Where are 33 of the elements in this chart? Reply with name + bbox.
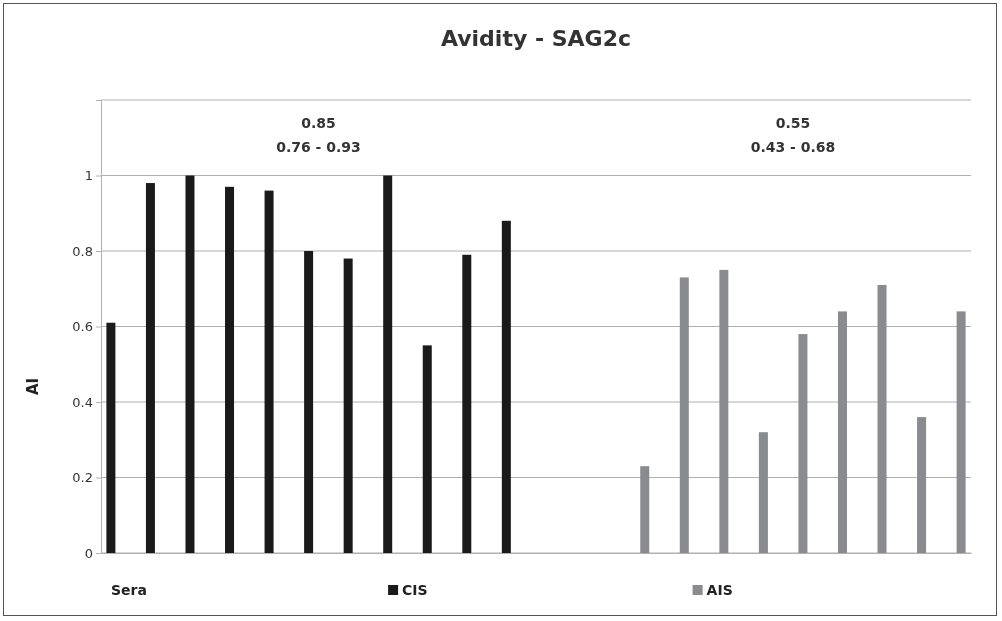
bar <box>798 334 808 553</box>
bar <box>422 345 432 553</box>
legend-label: AIS <box>706 582 733 598</box>
bar <box>877 284 887 553</box>
bar <box>837 311 847 553</box>
bar <box>185 175 195 553</box>
y-tick-label: 0.6 <box>72 319 93 335</box>
legend-label: CIS <box>402 582 428 598</box>
bar <box>106 322 116 553</box>
bar <box>264 190 274 553</box>
bar <box>719 269 729 553</box>
y-tick-label: 1 <box>84 168 93 184</box>
bar <box>383 175 393 553</box>
bar <box>956 311 966 553</box>
bar <box>462 254 472 553</box>
annotation: 0.85 0.76 - 0.93 <box>276 115 361 155</box>
annotation: 0.55 0.43 - 0.68 <box>750 115 836 155</box>
bar <box>225 186 235 553</box>
bar <box>501 220 511 553</box>
chart-title: Avidity - SAG2c <box>441 26 631 51</box>
y-tick-label: 0.8 <box>72 243 93 259</box>
y-axis-title: AI <box>24 377 42 396</box>
bar <box>758 432 768 553</box>
bar <box>145 183 155 553</box>
bar <box>679 277 689 553</box>
bar <box>343 258 353 553</box>
bar <box>640 466 650 553</box>
bar <box>917 417 927 553</box>
y-tick-label: 0.2 <box>72 470 93 486</box>
y-tick-label: 0.4 <box>72 394 93 410</box>
y-tick-label: 0 <box>84 545 93 561</box>
bar <box>304 251 314 553</box>
x-axis-title: Sera <box>111 582 147 598</box>
